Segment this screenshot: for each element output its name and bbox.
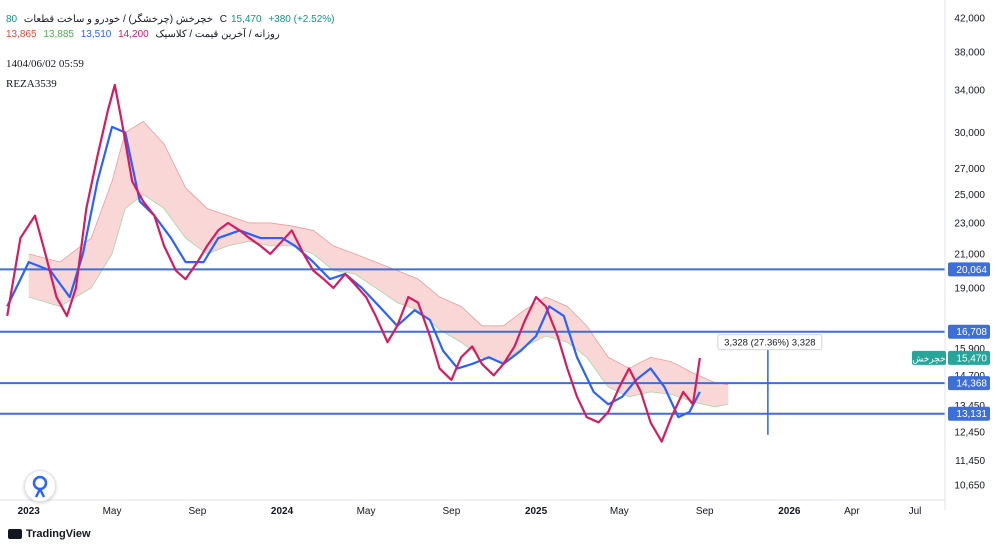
y-tick-label: 23,000 [954, 218, 985, 229]
tradingview-brand: TradingView [26, 528, 91, 540]
level-tag-2 [948, 324, 990, 339]
y-tick-label: 12,450 [954, 427, 985, 438]
x-tick-label: 2024 [271, 506, 294, 517]
level-tag-label: 16,708 [956, 327, 987, 338]
level-tag-4 [948, 406, 990, 421]
x-tick-label: 2026 [778, 506, 801, 517]
y-tick-label: 34,000 [954, 85, 985, 96]
y-tick-label: 27,000 [954, 164, 985, 175]
last-price-tag [948, 350, 990, 365]
ichimoku-value-4: 13,865 [6, 29, 37, 40]
location-pin-button[interactable] [24, 470, 56, 502]
header-sub-line: روزانه / آخرین قیمت / کلاسیک 14,200 13,5… [6, 29, 284, 40]
x-tick-label: 2025 [525, 506, 548, 517]
header-change: +380 (+2.52%) [268, 14, 335, 25]
tradingview-logo-icon [8, 529, 22, 540]
ichimoku-cloud [28, 121, 729, 407]
ichimoku-value-3: 13,885 [43, 29, 74, 40]
header-author: REZA3539 [6, 78, 57, 90]
y-tick-label: 21,000 [954, 249, 985, 260]
x-tick-label: Sep [188, 506, 206, 517]
y-tick-label: 11,450 [955, 456, 985, 467]
x-tick-label: Sep [696, 506, 714, 517]
header-prefix-value: 80 [6, 14, 18, 25]
level-tag-3 [948, 376, 990, 391]
x-tick-label: May [610, 506, 629, 517]
ichimoku-value-2: 13,510 [80, 29, 112, 40]
ichimoku-value-1: 14,200 [118, 29, 149, 40]
x-tick-label: Apr [844, 506, 860, 517]
y-tick-label: 25,000 [954, 190, 985, 201]
kijun-line [6, 125, 701, 419]
level-tag-label: 20,064 [956, 265, 987, 276]
measure-label: 3,328 (27.36%) 3,328 [724, 338, 815, 349]
header-timeframe: روزانه / آخرین قیمت / کلاسیک [155, 29, 280, 40]
x-tick-label: Sep [442, 506, 460, 517]
y-tick-label: 10,650 [954, 481, 985, 492]
y-tick-label: 38,000 [954, 48, 985, 59]
symbol-tag [912, 350, 946, 365]
level-tag-label: 14,368 [956, 379, 987, 390]
cloud-upper-line [28, 120, 729, 386]
cloud-lower-line [28, 194, 729, 408]
y-tick-label: 30,000 [954, 128, 985, 139]
header-close-label: C [219, 14, 227, 25]
y-tick-label: 13,450 [954, 401, 985, 412]
header-symbol-line: خچرخش (چرخشگر) / خودرو و ساخت قطعات 80 C… [6, 14, 339, 25]
price-line [6, 83, 701, 443]
x-tick-label: May [357, 506, 376, 517]
level-tag-label: 13,131 [956, 409, 987, 420]
symbol-tag-label: خچرخش [912, 353, 945, 364]
header-close-value: 15,470 [230, 14, 262, 25]
header-datetime: 1404/06/02 05:59 [6, 58, 84, 70]
header-symbol: خچرخش (چرخشگر) / خودرو و ساخت قطعات [23, 14, 213, 25]
measure-label-box [717, 334, 823, 351]
x-tick-label: Jul [909, 506, 922, 517]
y-tick-label: 15,900 [954, 344, 985, 355]
x-tick-label: May [103, 506, 122, 517]
x-tick-label: 2023 [18, 506, 41, 517]
y-tick-label: 19,000 [954, 283, 985, 294]
last-price-label: 15,470 [956, 353, 987, 364]
y-tick-label: 42,000 [954, 14, 985, 25]
location-pin-icon [32, 475, 48, 498]
level-tag-1 [948, 262, 990, 277]
tradingview-logo: TradingView [8, 528, 91, 540]
